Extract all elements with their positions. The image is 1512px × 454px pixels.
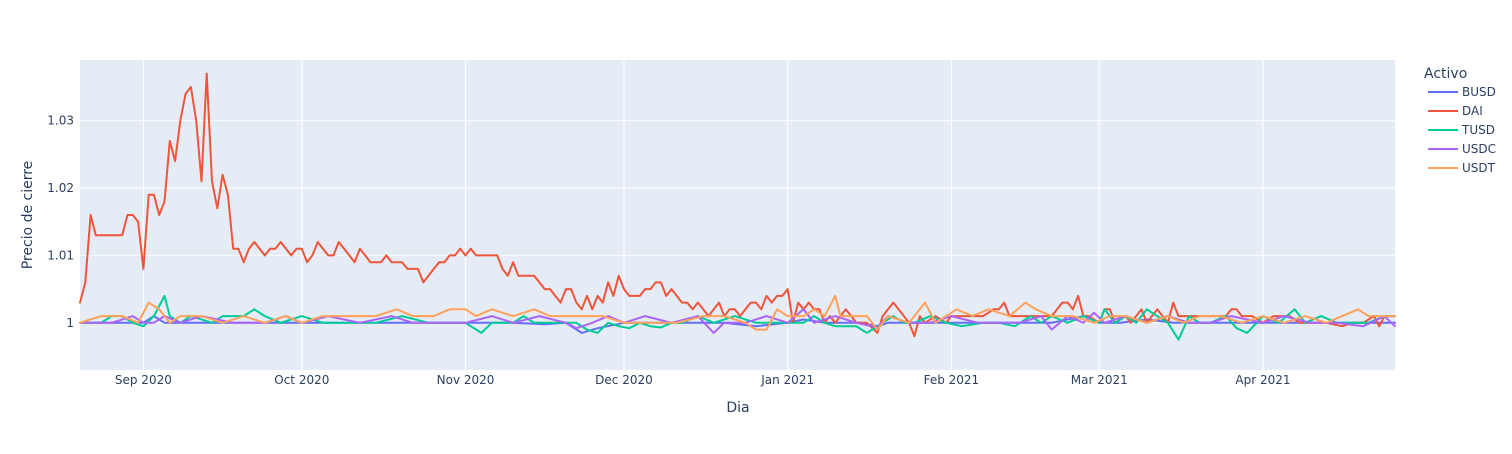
y-axis-title: Precio de cierre xyxy=(20,161,36,270)
legend-title: Activo xyxy=(1424,66,1467,82)
legend-item-usdt[interactable]: USDT xyxy=(1428,161,1496,175)
series-line-usdt xyxy=(79,294,1396,331)
legend-item-usdc[interactable]: USDC xyxy=(1428,142,1496,156)
legend-label: DAI xyxy=(1462,104,1483,118)
legend-items: BUSD DAI TUSD USDC USDT xyxy=(1428,85,1496,175)
legend-label: USDT xyxy=(1462,161,1496,175)
y-axis-ticks: 1 1.01 1.02 1.03 xyxy=(47,114,74,330)
legend: Activo BUSD DAI TUSD USDC USDT xyxy=(1424,66,1496,175)
y-tick-label: 1.02 xyxy=(47,181,74,195)
y-tick-label: 1 xyxy=(66,316,74,330)
x-tick-label: Mar 2021 xyxy=(1071,373,1128,387)
legend-label: USDC xyxy=(1462,142,1496,156)
legend-label: TUSD xyxy=(1461,123,1495,137)
x-axis-ticks: Sep 2020 Oct 2020 Nov 2020 Dec 2020 Jan 2021… xyxy=(115,373,1291,387)
x-tick-label: Jan 2021 xyxy=(760,373,814,387)
series-layer xyxy=(79,72,1396,341)
legend-item-busd[interactable]: BUSD xyxy=(1428,85,1496,99)
x-axis-title: Dia xyxy=(726,400,749,416)
x-tick-label: Dec 2020 xyxy=(595,373,653,387)
x-tick-label: Feb 2021 xyxy=(924,373,980,387)
legend-item-tusd[interactable]: TUSD xyxy=(1428,123,1495,137)
series-line-tusd xyxy=(79,294,1396,341)
y-tick-label: 1.01 xyxy=(47,248,74,262)
legend-item-dai[interactable]: DAI xyxy=(1428,104,1483,118)
x-tick-label: Apr 2021 xyxy=(1235,373,1290,387)
x-tick-label: Nov 2020 xyxy=(437,373,495,387)
x-tick-label: Sep 2020 xyxy=(115,373,172,387)
x-tick-label: Oct 2020 xyxy=(274,373,329,387)
y-tick-label: 1.03 xyxy=(47,114,74,128)
legend-label: BUSD xyxy=(1462,85,1496,99)
